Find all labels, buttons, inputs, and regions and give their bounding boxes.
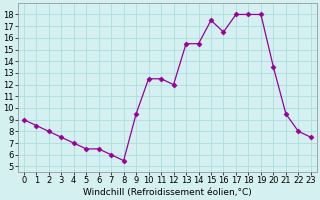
X-axis label: Windchill (Refroidissement éolien,°C): Windchill (Refroidissement éolien,°C) xyxy=(83,188,252,197)
